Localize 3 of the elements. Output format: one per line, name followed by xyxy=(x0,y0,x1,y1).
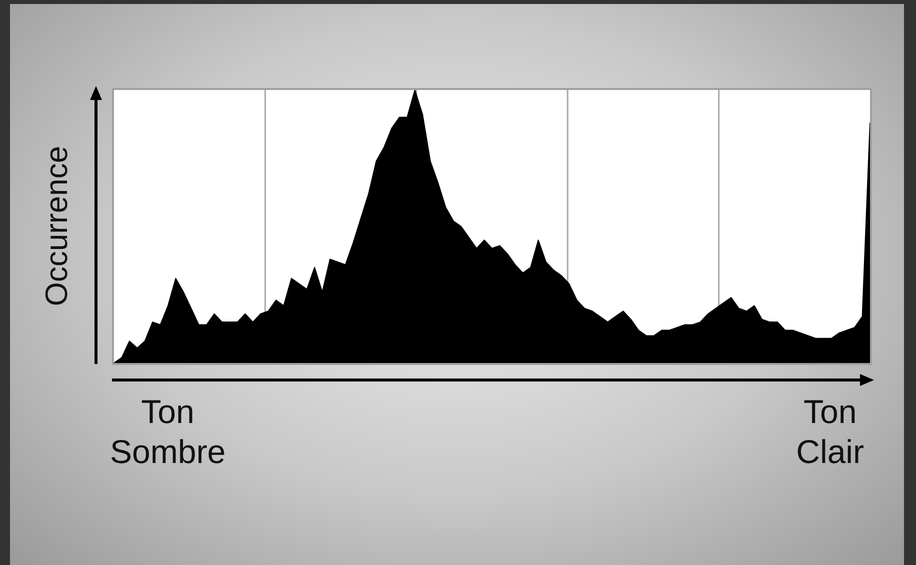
y-axis-title: Occurrence xyxy=(39,146,75,306)
text: Ton Sombre xyxy=(110,392,226,472)
text: Ton Clair xyxy=(796,392,864,472)
